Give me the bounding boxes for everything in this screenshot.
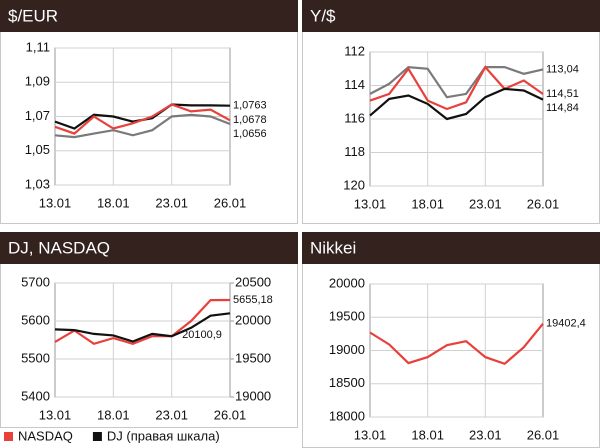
y-tick-label: 1,07 — [25, 108, 50, 123]
panel-header — [0, 232, 298, 264]
series-line — [54, 113, 231, 139]
x-tick-label: 18.01 — [411, 427, 444, 442]
panel-header — [302, 232, 600, 264]
legend-swatch — [4, 432, 13, 441]
y-tick-label: 112 — [344, 43, 365, 58]
panel-title: Nikkei — [310, 238, 356, 257]
value-label: 1,0678 — [233, 114, 267, 126]
y-tick-label: 1,05 — [25, 142, 50, 157]
y2-tick-label: 19500 — [235, 350, 271, 365]
series-line — [369, 65, 544, 111]
x-tick-label: 26.01 — [214, 195, 247, 210]
panel-header — [302, 0, 600, 32]
value-label: 1,0763 — [233, 100, 267, 112]
y-tick-label: 5500 — [21, 350, 50, 365]
x-tick-label: 13.01 — [354, 196, 387, 211]
y-tick-label: 5400 — [21, 388, 50, 403]
y-tick-label: 5600 — [21, 312, 50, 327]
y-tick-label: 19000 — [329, 342, 365, 357]
y-tick-label: 1,11 — [26, 39, 50, 54]
y-tick-label: 18500 — [329, 375, 365, 390]
y2-tick-label: 19000 — [235, 388, 271, 403]
value-label: 5655,18 — [233, 294, 273, 306]
x-tick-label: 26.01 — [214, 407, 247, 422]
panel-title: $/EUR — [8, 6, 58, 25]
value-label: 114,84 — [546, 102, 579, 114]
series-line — [54, 312, 231, 343]
series-line — [54, 298, 231, 346]
series-line — [369, 87, 544, 121]
x-tick-label: 23.01 — [469, 196, 502, 211]
x-tick-label: 18.01 — [97, 195, 130, 210]
x-tick-label: 26.01 — [527, 196, 560, 211]
y-tick-label: 114 — [344, 77, 365, 92]
panel-header — [0, 0, 298, 32]
x-tick-label: 13.01 — [39, 195, 72, 210]
x-tick-label: 18.01 — [97, 407, 130, 422]
panel-title: Y/$ — [310, 6, 336, 25]
x-tick-label: 26.01 — [527, 427, 560, 442]
value-label: 113,04 — [546, 63, 579, 75]
x-tick-label: 13.01 — [39, 407, 72, 422]
x-tick-label: 23.01 — [155, 407, 188, 422]
y-tick-label: 20000 — [329, 275, 365, 290]
y-tick-label: 118 — [344, 144, 365, 159]
series-line — [369, 65, 544, 99]
x-tick-label: 13.01 — [354, 427, 387, 442]
y-tick-label: 5700 — [21, 274, 50, 289]
legend-swatch — [92, 432, 102, 441]
legend-label: NASDAQ — [18, 428, 73, 443]
x-tick-label: 23.01 — [469, 427, 502, 442]
series-line — [369, 323, 544, 366]
x-tick-label: 23.01 — [155, 195, 188, 210]
x-tick-label: 18.01 — [411, 196, 444, 211]
y-tick-label: 116 — [344, 110, 365, 125]
legend-label: DJ (правая шкала) — [107, 428, 220, 443]
y-tick-label: 120 — [343, 177, 365, 192]
y2-tick-label: 20500 — [235, 274, 271, 289]
series-line — [54, 103, 231, 135]
y-tick-label: 18000 — [329, 408, 365, 423]
value-label: 1,0656 — [233, 128, 267, 140]
value-label: 20100,9 — [182, 329, 222, 341]
y2-tick-label: 20000 — [235, 312, 271, 327]
value-label: 114,51 — [546, 88, 579, 100]
y-tick-label: 1,09 — [25, 74, 50, 89]
y-tick-label: 1,03 — [25, 176, 50, 191]
value-label: 19402,4 — [546, 318, 586, 330]
y-tick-label: 19500 — [329, 309, 365, 324]
panel-title: DJ, NASDAQ — [8, 238, 110, 257]
